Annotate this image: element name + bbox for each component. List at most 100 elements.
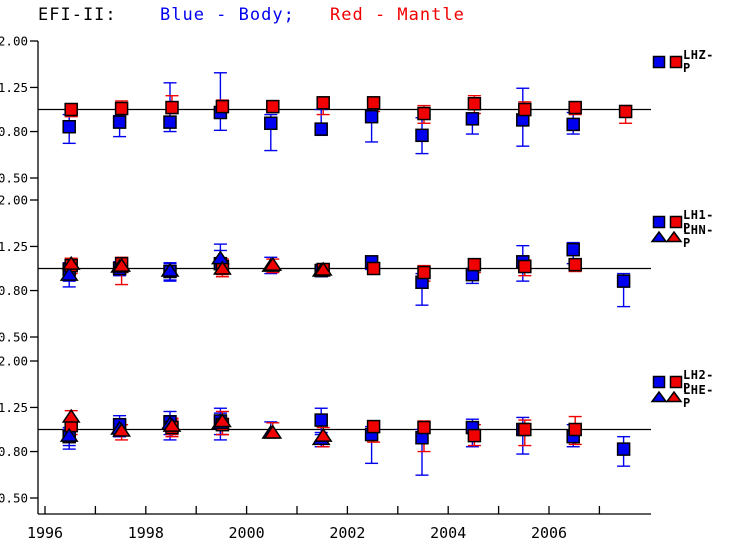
x-tick-label: 2002 xyxy=(329,524,365,542)
legend-panel-lh1-lhn: LH1-P LHN-P xyxy=(650,208,721,249)
data-marker-square xyxy=(518,102,532,117)
data-marker-square xyxy=(366,419,381,434)
x-tick-label: 2000 xyxy=(229,524,265,542)
data-marker-square xyxy=(616,442,631,456)
data-marker-square xyxy=(62,119,76,134)
data-marker-triangle xyxy=(212,260,232,275)
red-square-icon xyxy=(669,215,683,228)
data-marker-triangle xyxy=(313,261,333,276)
data-marker-square xyxy=(467,96,482,111)
data-marker-square xyxy=(467,257,482,272)
data-marker-triangle xyxy=(160,262,180,277)
data-marker-square xyxy=(618,104,633,119)
blue-triangle-icon xyxy=(650,390,668,403)
legend-panel-lh2-lhe: LH2-P LHE-P xyxy=(650,368,721,409)
legend-entry-lh1-p: LH1-P xyxy=(650,208,721,234)
chart-title-body-legend: Blue - Body; xyxy=(160,5,295,25)
data-marker-triangle xyxy=(61,408,81,423)
blue-square-icon xyxy=(652,375,666,388)
data-marker-square xyxy=(215,99,230,114)
red-triangle-icon xyxy=(665,390,683,403)
data-marker-triangle xyxy=(212,413,232,428)
legend-label: LHZ-P xyxy=(683,47,714,75)
red-square-icon xyxy=(669,55,683,68)
data-marker-square xyxy=(417,265,431,280)
red-square-icon xyxy=(669,375,683,388)
data-marker-square xyxy=(518,259,532,274)
data-marker-square xyxy=(112,115,127,129)
legend-entry-lh2-p: LH2-P xyxy=(650,368,721,394)
data-marker-square xyxy=(314,413,328,427)
data-marker-triangle xyxy=(112,257,132,272)
data-marker-triangle xyxy=(313,427,333,442)
data-marker-square xyxy=(64,102,78,117)
red-triangle-icon xyxy=(665,230,683,243)
data-marker-square xyxy=(163,115,177,129)
y-tick-label: 1.25 xyxy=(0,239,28,254)
legend-markers xyxy=(652,375,683,389)
data-marker-square xyxy=(417,420,431,435)
blue-triangle-icon xyxy=(650,230,668,243)
data-marker-square xyxy=(165,100,179,115)
data-marker-triangle xyxy=(59,266,79,281)
data-marker-square xyxy=(568,257,582,272)
y-tick-label: 1.25 xyxy=(0,80,28,95)
data-marker-triangle xyxy=(59,427,79,442)
data-marker-square xyxy=(616,274,631,288)
y-tick-label: 0.80 xyxy=(0,444,28,459)
y-tick-label: 0.50 xyxy=(0,171,28,186)
x-tick-label: 1996 xyxy=(27,524,63,542)
data-marker-square xyxy=(114,101,129,116)
data-marker-square xyxy=(366,261,381,276)
data-marker-triangle xyxy=(263,256,283,271)
x-tick-label: 1998 xyxy=(128,524,164,542)
data-marker-square xyxy=(566,242,580,257)
legend-entry-lhe-p: LHE-P xyxy=(650,383,721,409)
data-marker-triangle xyxy=(112,422,132,437)
y-tick-label: 0.80 xyxy=(0,124,28,139)
legend-markers xyxy=(650,230,683,243)
data-marker-square xyxy=(264,116,278,131)
data-marker-square xyxy=(566,117,580,132)
y-tick-label: 2.00 xyxy=(0,34,28,49)
y-tick-label: 2.00 xyxy=(0,193,28,208)
blue-square-icon xyxy=(652,215,666,228)
legend-markers xyxy=(652,215,683,229)
data-marker-square xyxy=(266,99,280,114)
y-tick-label: 0.50 xyxy=(0,330,28,345)
legend-label: LHN-P xyxy=(683,222,714,250)
data-marker-square xyxy=(465,112,480,126)
y-tick-label: 0.50 xyxy=(0,491,28,506)
legend-label: LH1-P xyxy=(683,207,714,235)
data-marker-square xyxy=(316,96,330,110)
chart-title-mantle-legend: Red - Mantle xyxy=(330,5,465,25)
legend-label: LH2-P xyxy=(683,367,714,395)
x-tick-label: 2004 xyxy=(430,524,466,542)
x-tick-label: 2006 xyxy=(531,524,567,542)
legend-panel-lhz: LHZ-P xyxy=(652,48,721,74)
chart-title-instrument: EFI-II: xyxy=(38,5,117,25)
y-tick-label: 2.00 xyxy=(0,354,28,369)
legend-entry-lhn-p: LHN-P xyxy=(650,223,721,249)
legend-entry-lhz-p: LHZ-P xyxy=(652,48,721,74)
y-tick-label: 0.80 xyxy=(0,283,28,298)
data-marker-square xyxy=(568,100,582,115)
data-marker-square xyxy=(568,422,582,437)
legend-label: LHE-P xyxy=(683,382,714,410)
data-marker-square xyxy=(364,109,379,124)
data-marker-square xyxy=(467,428,482,443)
data-marker-square xyxy=(415,128,429,143)
legend-markers xyxy=(652,55,683,69)
blue-square-icon xyxy=(652,55,666,68)
data-marker-triangle xyxy=(263,424,283,439)
data-marker-square xyxy=(366,96,381,110)
data-marker-square xyxy=(518,422,532,437)
data-marker-triangle xyxy=(162,417,182,432)
data-marker-triangle xyxy=(61,255,81,270)
y-tick-label: 1.25 xyxy=(0,400,28,415)
data-marker-square xyxy=(417,106,431,121)
data-marker-square xyxy=(314,122,328,136)
legend-markers xyxy=(650,390,683,403)
